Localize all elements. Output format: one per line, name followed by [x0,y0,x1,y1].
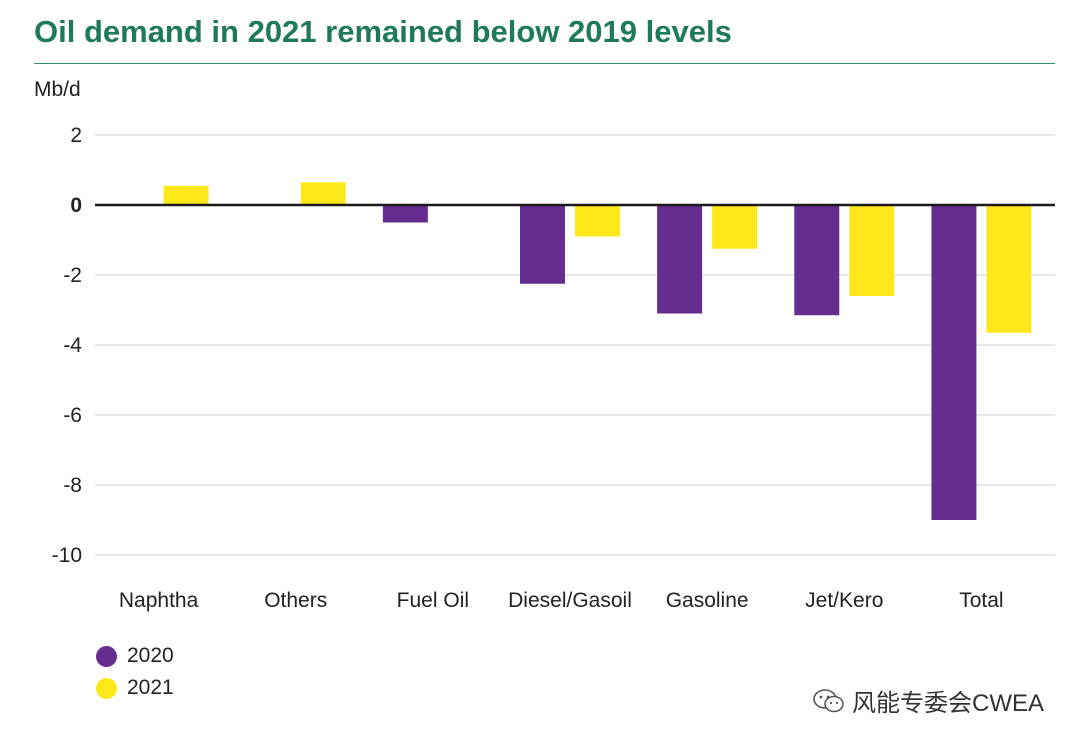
bar-2020-gasoline [657,205,703,314]
legend: 2020 2021 [96,640,174,704]
wechat-icon [813,688,844,712]
y-tick-label: -6 [63,404,82,427]
bar-2020-diesel-gasoil [520,205,565,284]
legend-swatch-2020 [96,645,117,667]
bar-2021-others [300,182,346,205]
chart-title: Oil demand in 2021 remained below 2019 l… [34,14,732,49]
x-category-label: Fuel Oil [397,589,469,612]
watermark-text: 风能专委会CWEA [852,690,1044,717]
x-category-label: Naphtha [119,589,199,612]
bar-2020-total [931,205,977,520]
bar-2021-naphtha [163,185,209,205]
y-tick-label: -2 [63,264,82,287]
y-tick-label: 2 [70,124,82,147]
legend-item-2021: 2021 [96,672,174,704]
legend-swatch-2021 [96,677,117,699]
x-category-label: Total [959,589,1003,612]
bar-2021-total [986,205,1032,333]
y-tick-label: 0 [70,194,82,217]
bar-2020-jet-kero [794,205,840,316]
legend-label-2021: 2021 [127,676,174,699]
bar-2021-jet-kero [849,205,895,296]
y-tick-label: -4 [63,334,82,357]
x-category-label: Gasoline [666,589,749,612]
y-tick-label: -10 [52,544,82,567]
bar-2021-diesel-gasoil [575,205,620,237]
y-axis-unit-label: Mb/d [34,78,81,101]
x-category-label: Jet/Kero [805,589,883,612]
bar-2021-gasoline [712,205,758,249]
x-category-label: Others [264,589,327,612]
legend-label-2020: 2020 [127,644,174,667]
title-divider [34,63,1055,64]
watermark: 风能专委会CWEA [812,683,1044,718]
bar-2020-fuel-oil [382,205,428,223]
legend-item-2020: 2020 [96,640,174,672]
y-tick-label: -8 [63,474,82,497]
x-category-label: Diesel/Gasoil [508,589,632,612]
